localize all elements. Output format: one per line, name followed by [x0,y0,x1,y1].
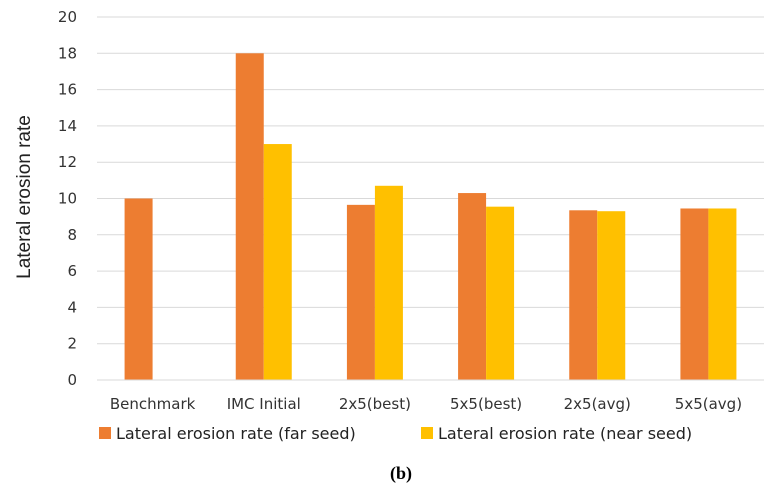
y-tick-label: 12 [58,153,77,171]
y-tick-label: 6 [67,262,77,280]
y-tick-label: 8 [67,226,77,244]
y-tick-label: 20 [58,8,77,26]
bar-far-seed [346,204,375,380]
gridlines [97,16,764,345]
y-tick-label: 16 [58,81,77,99]
y-tick-label: 18 [58,44,77,62]
bar-near-seed [708,208,737,380]
y-tick-label: 2 [67,335,77,353]
bar-near-seed [597,211,626,380]
bar-near-seed [486,206,515,380]
figure-caption: (b) [390,463,412,484]
bar-far-seed [124,198,153,380]
legend-label: Lateral erosion rate (far seed) [116,424,356,443]
y-axis-label: Lateral erosion rate [14,115,35,279]
legend-label: Lateral erosion rate (near seed) [438,424,692,443]
y-tick-label: 0 [67,371,77,389]
bar-far-seed [235,53,264,381]
bar-near-seed [374,185,403,380]
legend: Lateral erosion rate (far seed) Lateral e… [99,424,692,443]
legend-swatch [99,427,111,439]
bar-near-seed [263,144,292,380]
x-tick-label: 2x5(avg) [564,395,631,413]
bar-far-seed [680,208,709,380]
y-tick-label: 10 [58,190,77,208]
x-tick-label: 5x5(best) [450,395,522,413]
x-tick-label: 5x5(avg) [675,395,742,413]
bar-far-seed [458,193,487,380]
x-tick-label: Benchmark [110,395,196,413]
x-axis-ticks: Benchmark IMC Initial 2x5(best) 5x5(best) 2x… [110,395,742,413]
bars [124,53,737,381]
y-tick-label: 14 [58,117,77,135]
x-tick-label: IMC Initial [227,395,301,413]
bar-far-seed [569,210,598,380]
y-tick-label: 4 [67,298,77,316]
x-tick-label: 2x5(best) [339,395,411,413]
legend-swatch [421,427,433,439]
y-axis-ticks: 0 2 4 6 8 10 12 14 16 18 20 [58,8,77,389]
